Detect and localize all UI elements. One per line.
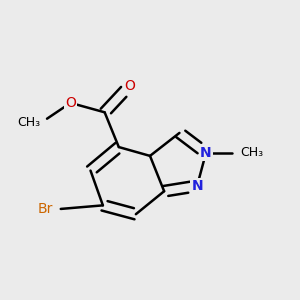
Text: O: O (65, 96, 76, 110)
Text: N: N (191, 179, 203, 193)
Text: O: O (124, 79, 135, 93)
Text: N: N (200, 146, 212, 160)
Text: Br: Br (38, 202, 53, 217)
Text: CH₃: CH₃ (240, 146, 263, 159)
Text: CH₃: CH₃ (17, 116, 40, 129)
